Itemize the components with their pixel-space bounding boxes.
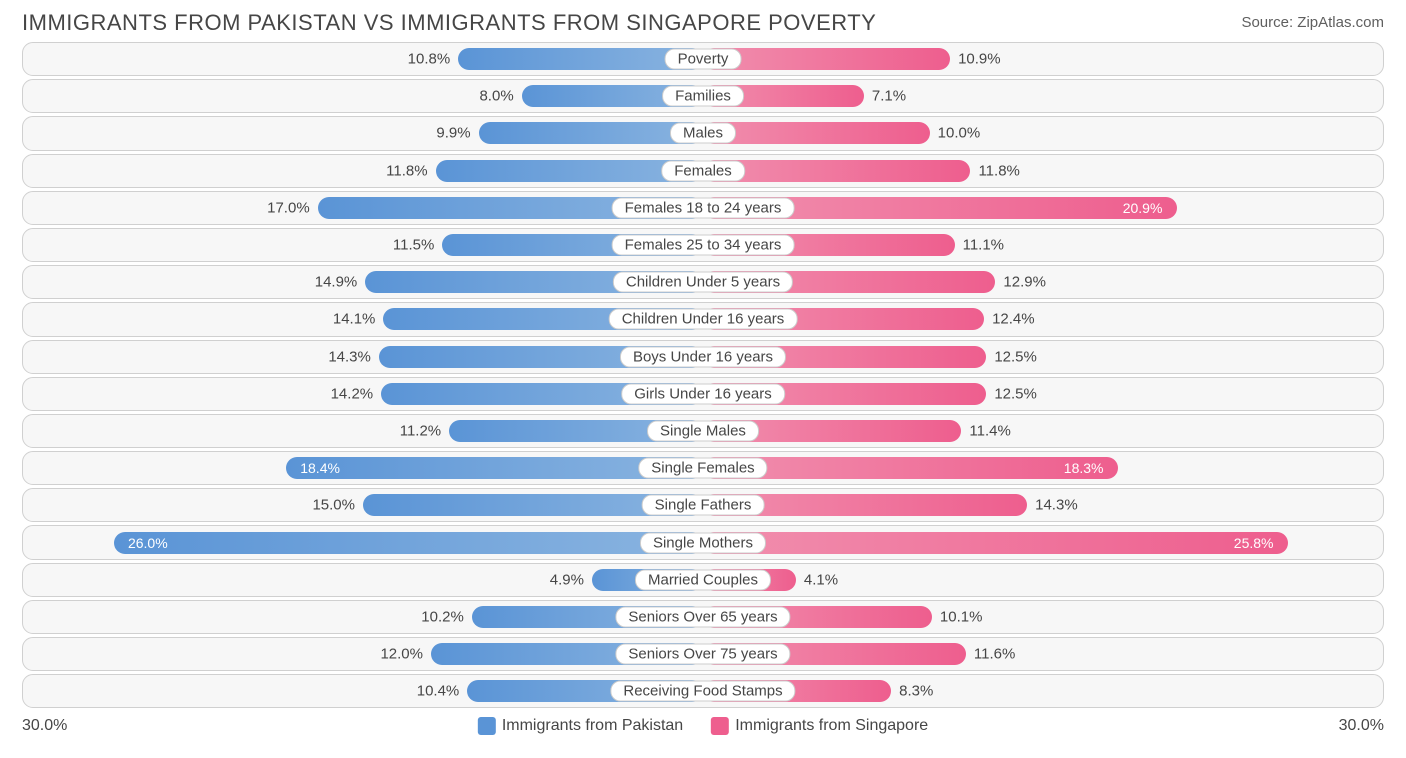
chart-row: 15.0% 14.3% Single Fathers (22, 488, 1384, 522)
category-label: Girls Under 16 years (621, 383, 785, 404)
value-label-left: 10.8% (408, 51, 451, 68)
value-label-right: 11.6% (974, 646, 1015, 663)
value-label-right: 12.4% (992, 311, 1035, 328)
axis-max-right: 30.0% (1339, 717, 1384, 735)
chart-area: 10.8% 10.9% Poverty 8.0% 7.1% Families 9.9% 10.… (0, 42, 1406, 708)
value-label-left: 14.1% (333, 311, 376, 328)
value-label-left: 12.0% (380, 646, 423, 663)
value-label-left: 11.5% (393, 237, 434, 254)
value-label-left: 18.4% (300, 460, 340, 476)
value-label-left: 4.9% (550, 571, 584, 588)
chart-row: 10.2% 10.1% Seniors Over 65 years (22, 600, 1384, 634)
value-label-right: 10.0% (938, 125, 981, 142)
chart-row: 17.0% 20.9% Females 18 to 24 years (22, 191, 1384, 225)
category-label: Children Under 16 years (609, 309, 798, 330)
chart-row: 11.2% 11.4% Single Males (22, 414, 1384, 448)
legend-item-right: Immigrants from Singapore (711, 717, 928, 735)
value-label-left: 10.4% (417, 683, 460, 700)
value-label-left: 14.3% (328, 348, 371, 365)
chart-row: 8.0% 7.1% Families (22, 79, 1384, 113)
legend-swatch-left (478, 717, 496, 735)
chart-row: 14.1% 12.4% Children Under 16 years (22, 302, 1384, 336)
axis-max-left: 30.0% (22, 717, 67, 735)
bar-right (703, 122, 930, 144)
legend-swatch-right (711, 717, 729, 735)
chart-row: 12.0% 11.6% Seniors Over 75 years (22, 637, 1384, 671)
bar-left (114, 532, 703, 554)
chart-row: 11.5% 11.1% Females 25 to 34 years (22, 228, 1384, 262)
value-label-right: 4.1% (804, 571, 838, 588)
value-label-left: 10.2% (421, 608, 464, 625)
value-label-right: 18.3% (1064, 460, 1104, 476)
value-label-right: 12.5% (994, 348, 1037, 365)
chart-row: 14.9% 12.9% Children Under 5 years (22, 265, 1384, 299)
legend-label-left: Immigrants from Pakistan (502, 717, 683, 735)
value-label-left: 11.2% (400, 422, 441, 439)
value-label-left: 9.9% (436, 125, 470, 142)
axis-row: 30.0% Immigrants from Pakistan Immigrant… (0, 711, 1406, 735)
chart-row: 14.3% 12.5% Boys Under 16 years (22, 340, 1384, 374)
value-label-right: 12.5% (994, 385, 1037, 402)
chart-row: 11.8% 11.8% Females (22, 154, 1384, 188)
category-label: Poverty (665, 49, 742, 70)
category-label: Single Females (638, 458, 767, 479)
chart-title: IMMIGRANTS FROM PAKISTAN VS IMMIGRANTS F… (22, 10, 876, 36)
category-label: Single Mothers (640, 532, 766, 553)
legend-item-left: Immigrants from Pakistan (478, 717, 683, 735)
category-label: Children Under 5 years (613, 272, 793, 293)
value-label-right: 25.8% (1234, 535, 1274, 551)
chart-row: 10.8% 10.9% Poverty (22, 42, 1384, 76)
value-label-left: 14.9% (315, 274, 358, 291)
chart-header: IMMIGRANTS FROM PAKISTAN VS IMMIGRANTS F… (0, 0, 1406, 42)
chart-row: 4.9% 4.1% Married Couples (22, 563, 1384, 597)
value-label-right: 14.3% (1035, 497, 1078, 514)
category-label: Receiving Food Stamps (610, 681, 795, 702)
chart-row: 10.4% 8.3% Receiving Food Stamps (22, 674, 1384, 708)
chart-row: 14.2% 12.5% Girls Under 16 years (22, 377, 1384, 411)
value-label-left: 17.0% (267, 199, 310, 216)
category-label: Boys Under 16 years (620, 346, 786, 367)
value-label-right: 10.1% (940, 608, 983, 625)
value-label-right: 20.9% (1123, 200, 1163, 216)
category-label: Females 25 to 34 years (612, 235, 795, 256)
value-label-right: 11.8% (978, 162, 1019, 179)
value-label-right: 12.9% (1003, 274, 1046, 291)
category-label: Seniors Over 75 years (615, 644, 790, 665)
value-label-left: 26.0% (128, 535, 168, 551)
category-label: Females 18 to 24 years (612, 197, 795, 218)
category-label: Married Couples (635, 569, 771, 590)
legend: Immigrants from Pakistan Immigrants from… (478, 717, 928, 735)
category-label: Single Males (647, 420, 759, 441)
value-label-right: 11.1% (963, 237, 1004, 254)
category-label: Families (662, 86, 744, 107)
chart-source: Source: ZipAtlas.com (1241, 10, 1384, 31)
category-label: Single Fathers (642, 495, 765, 516)
value-label-left: 14.2% (331, 385, 374, 402)
category-label: Males (670, 123, 736, 144)
chart-row: 9.9% 10.0% Males (22, 116, 1384, 150)
category-label: Females (661, 160, 745, 181)
value-label-left: 8.0% (479, 88, 513, 105)
value-label-left: 15.0% (312, 497, 355, 514)
value-label-left: 11.8% (386, 162, 427, 179)
value-label-right: 11.4% (969, 422, 1010, 439)
chart-row: 18.4% 18.3% Single Females (22, 451, 1384, 485)
chart-row: 26.0% 25.8% Single Mothers (22, 525, 1384, 559)
value-label-right: 10.9% (958, 51, 1001, 68)
category-label: Seniors Over 65 years (615, 606, 790, 627)
bar-right (703, 532, 1288, 554)
legend-label-right: Immigrants from Singapore (735, 717, 928, 735)
value-label-right: 7.1% (872, 88, 906, 105)
value-label-right: 8.3% (899, 683, 933, 700)
